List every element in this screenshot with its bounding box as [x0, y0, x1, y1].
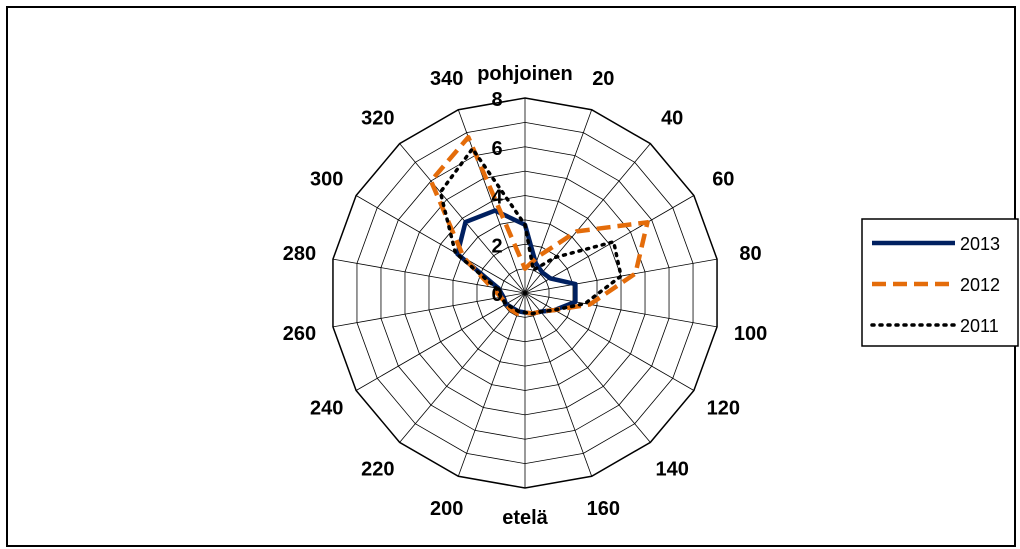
angle-label: 60: [712, 169, 734, 191]
angle-label: 120: [707, 398, 740, 420]
angle-label: 260: [283, 323, 316, 345]
angle-label: 340: [430, 68, 463, 90]
grid-spoke: [399, 143, 526, 294]
angle-label: 300: [310, 169, 343, 191]
radial-tick-label: 0: [491, 284, 502, 306]
radial-tick-label: 6: [491, 138, 502, 160]
radial-tick-label: 4: [491, 187, 503, 209]
radial-tick-label: 2: [491, 235, 502, 257]
series-2012: [428, 134, 650, 316]
angle-label: 100: [734, 323, 767, 345]
angle-label: 40: [661, 108, 683, 130]
legend-label-2013: 2013: [960, 234, 1000, 254]
grid-spoke: [524, 143, 651, 294]
angle-label: 320: [361, 108, 394, 130]
grid-spoke: [332, 292, 526, 328]
chart-series: [428, 134, 650, 316]
grid-spoke: [355, 292, 526, 391]
radial-tick-label: 8: [491, 89, 502, 111]
angle-label: 200: [430, 498, 463, 520]
angle-label: 80: [739, 243, 761, 265]
south-label: etelä: [502, 507, 548, 529]
grid-spoke: [355, 195, 526, 294]
chart-labels: pohjoinen etelä 0 2 4 6 8 20 40 60 80 100 120 140 16…: [283, 63, 767, 529]
grid-spoke: [524, 292, 593, 477]
grid-spoke: [524, 292, 718, 328]
legend-label-2011: 2011: [960, 316, 999, 336]
angle-label: 20: [592, 68, 614, 90]
grid-spoke: [332, 258, 526, 294]
grid-spoke: [457, 292, 526, 477]
chart-legend: 2013 2012 2011: [861, 218, 1019, 347]
north-label: pohjoinen: [477, 63, 573, 85]
chart-grid: [332, 97, 718, 489]
series-2011: [438, 146, 623, 316]
angle-label: 240: [310, 398, 343, 420]
angle-label: 280: [283, 243, 316, 265]
grid-spoke: [399, 292, 526, 443]
angle-label: 160: [587, 498, 620, 520]
angle-label: 220: [361, 458, 394, 480]
grid-spoke: [524, 292, 651, 443]
legend-label-2012: 2012: [960, 275, 1000, 295]
angle-label: 140: [656, 458, 689, 480]
